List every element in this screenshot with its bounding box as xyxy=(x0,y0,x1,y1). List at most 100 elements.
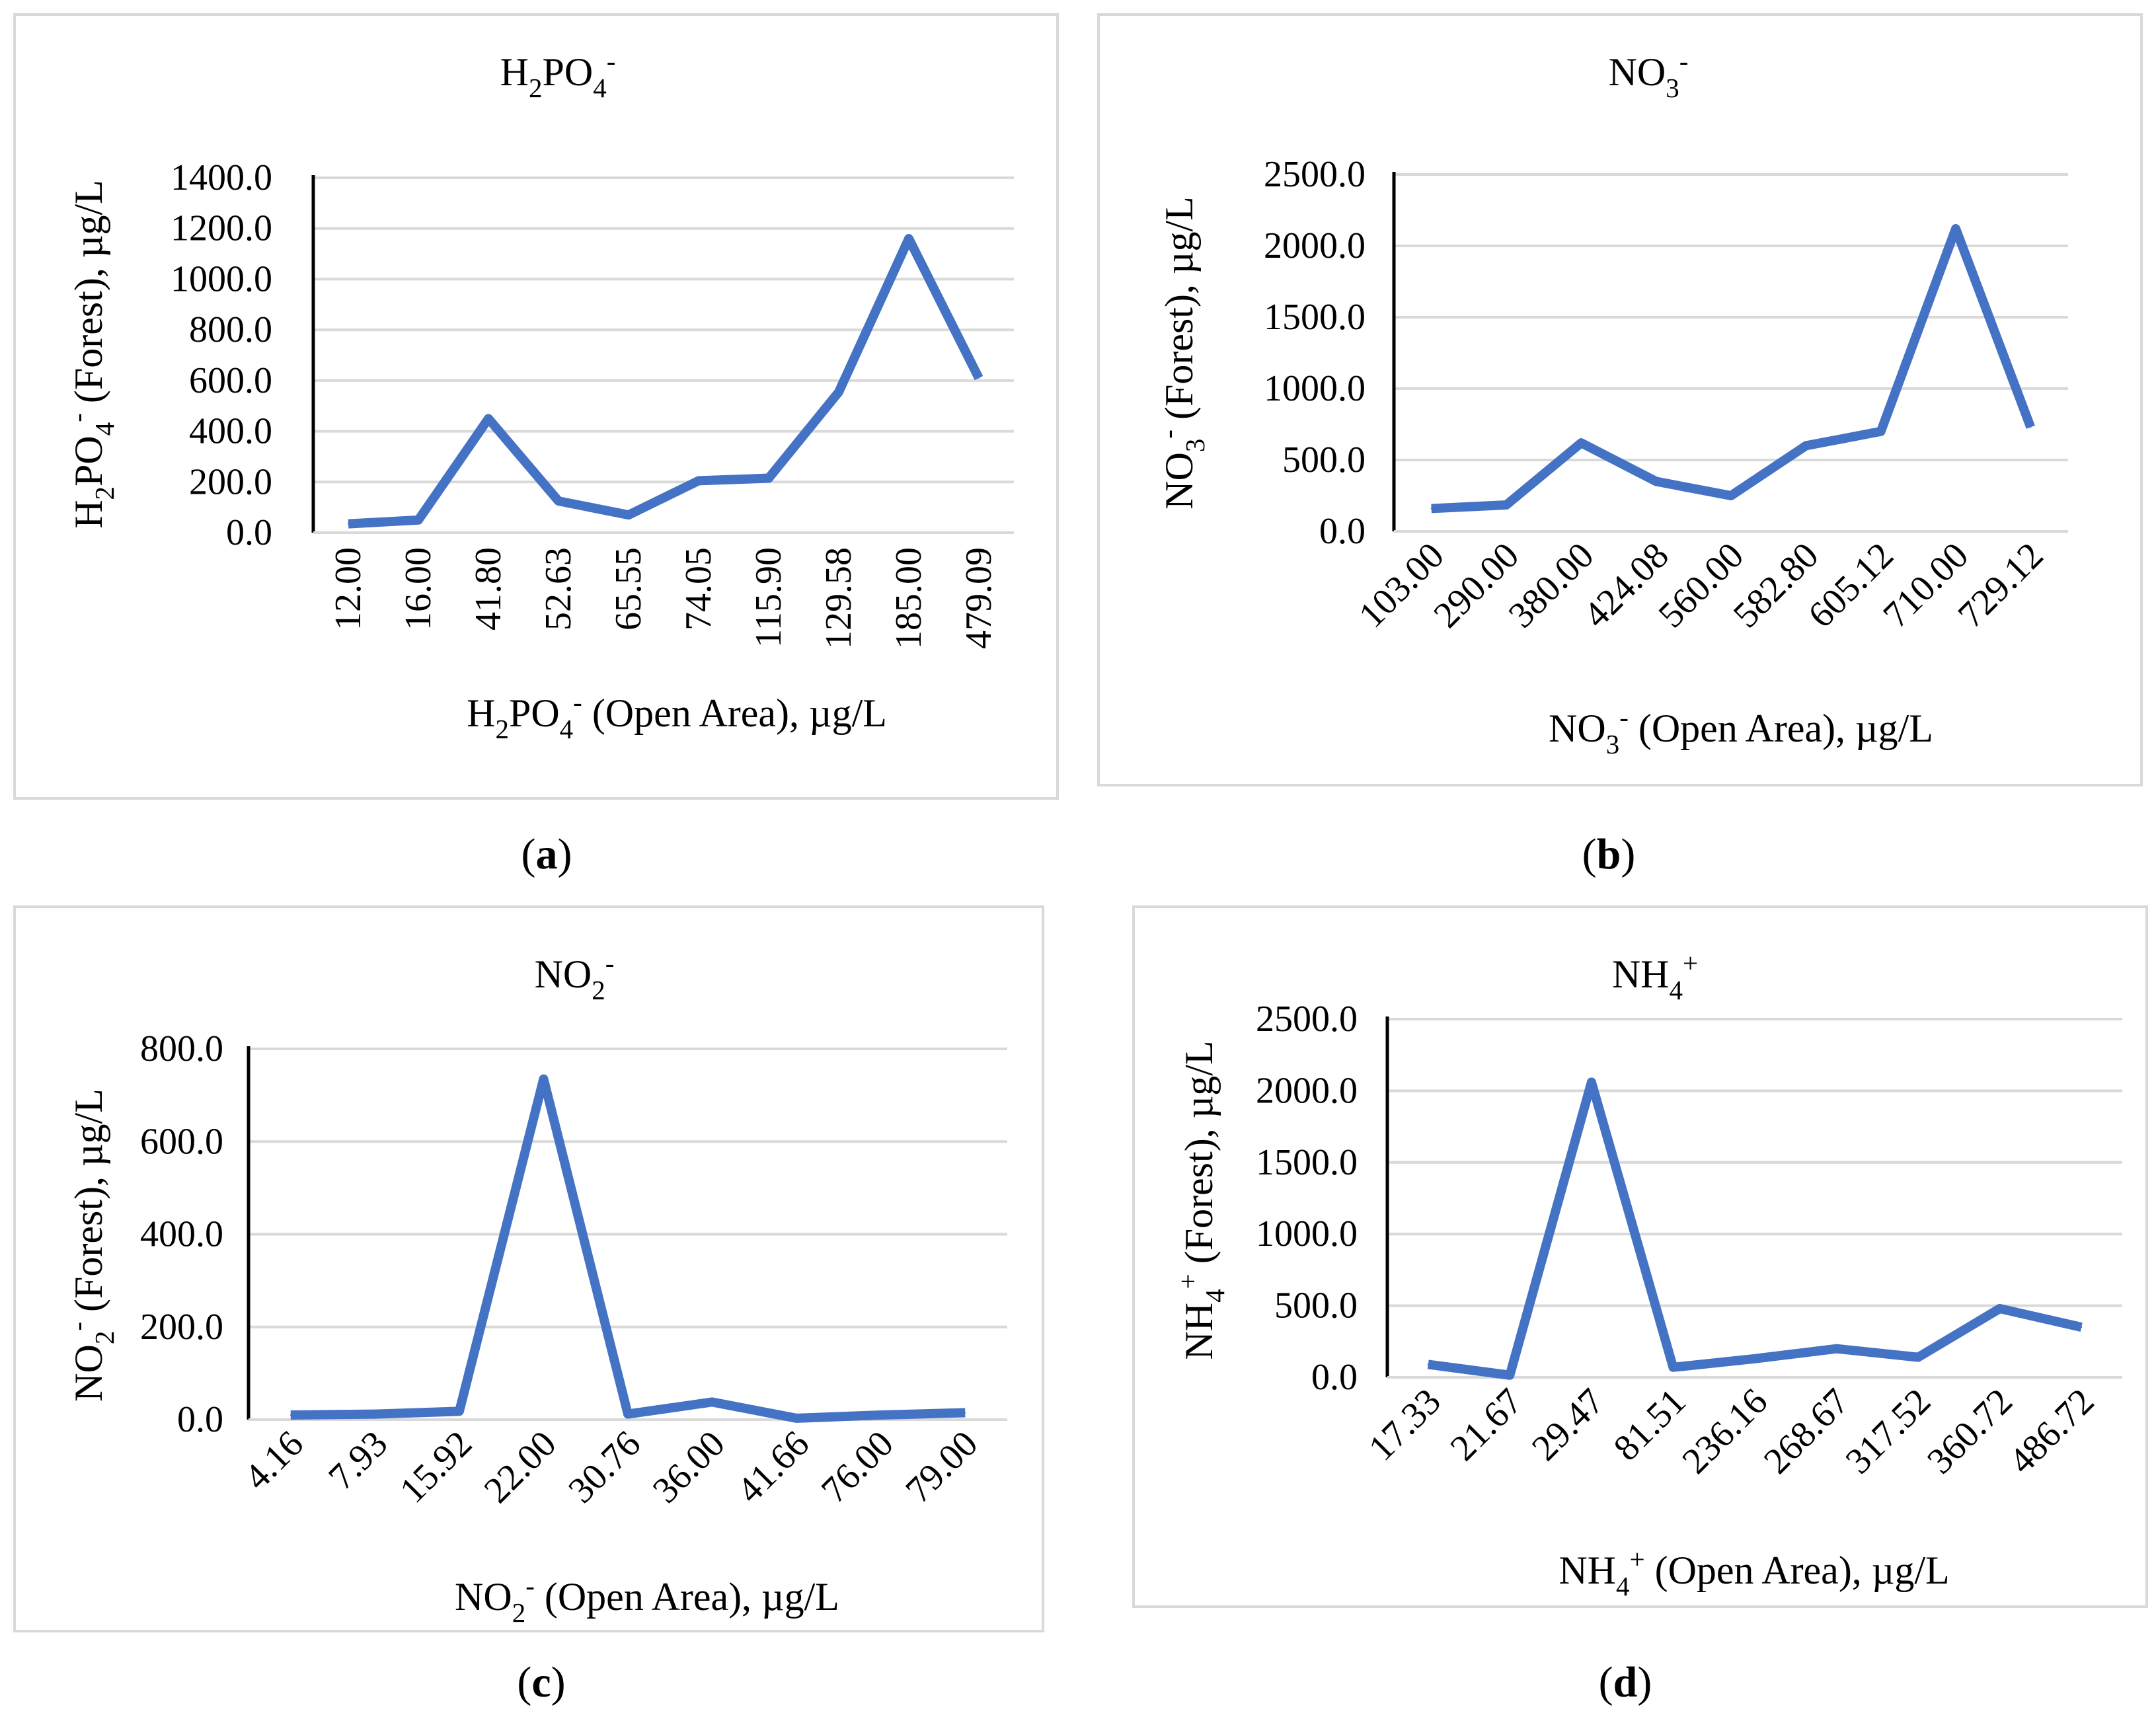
chart-b-data-point xyxy=(1880,430,1882,432)
chart-d-title: NH4​+​ xyxy=(1612,948,1698,1005)
chart-d-ylabel-rest: (Forest), µg/L xyxy=(1177,1040,1221,1274)
caption-a: (a) xyxy=(521,830,572,878)
chart-a-title-mid: PO xyxy=(542,50,593,94)
chart-a-data-point xyxy=(768,477,769,479)
chart-b-data-point xyxy=(1580,442,1582,444)
chart-a-series-line xyxy=(348,234,983,529)
chart-a-ylabel-base: H xyxy=(67,500,110,528)
chart-b-ytick-label: 500.0 xyxy=(1282,440,1366,480)
chart-a-xtick-label: 16.00 xyxy=(398,547,439,631)
chart-b-xtick-label: 605.12 xyxy=(1800,535,1902,636)
caption-d-letter: d xyxy=(1613,1658,1638,1706)
chart-b-ytick-label: 0.0 xyxy=(1319,511,1366,552)
chart-a-ylabel-mid: PO xyxy=(67,436,110,486)
chart-a-data-point xyxy=(488,418,489,420)
chart-d-ylabel-base: NH xyxy=(1177,1303,1221,1360)
chart-a-xlabel-mid: PO xyxy=(509,691,560,735)
chart-c-ytick-label: 0.0 xyxy=(177,1399,223,1440)
chart-d-data-point xyxy=(1427,1363,1429,1365)
chart-a-data-point xyxy=(908,238,909,240)
chart-d-xtick-label: 360.72 xyxy=(1919,1381,2021,1482)
chart-a-xtick-label: 41.80 xyxy=(468,547,509,631)
chart-a-xlabel: H2​PO4​-​ (Open Area), µg/L xyxy=(467,687,887,744)
chart-c-data-point xyxy=(880,1414,882,1416)
chart-a-ylabel-sup: - xyxy=(62,413,93,422)
chart-a-data-point xyxy=(418,519,419,521)
chart-c-xlabel-sup: - xyxy=(525,1570,535,1601)
chart-c-ylabel: NO2​-​ (Forest), µg/L xyxy=(62,1089,120,1402)
chart-d-ytick-label: 2500.0 xyxy=(1256,999,1358,1040)
chart-d-svg: 0.0 500.0 1000.0 1500.0 2000.0 2500.0 17.3321.… xyxy=(1173,948,2122,1601)
chart-b-xlabel-sub: 3 xyxy=(1606,729,1620,759)
chart-b-xtick-label: 290.00 xyxy=(1426,535,1527,636)
chart-c-title-base: NO xyxy=(535,952,592,996)
chart-c-ytick-label: 600.0 xyxy=(140,1121,223,1162)
chart-a-ylabel: H2​PO4​-​ (Forest), µg/L xyxy=(62,180,120,529)
chart-b-ytick-label: 1000.0 xyxy=(1264,368,1366,409)
chart-b-ylabel-sub: 3 xyxy=(1180,439,1210,453)
chart-a-xtick-label: 12.00 xyxy=(328,547,369,631)
chart-b-data-point xyxy=(1430,508,1432,510)
chart-panel-a: 0.0 200.0 400.0 600.0 800.0 1000.0 1200.0 1400.… xyxy=(13,13,1059,800)
chart-d-xlabel-sup: + xyxy=(1629,1544,1644,1574)
chart-c-title-sup: - xyxy=(605,948,615,978)
chart-b-xtick-label: 103.00 xyxy=(1351,535,1452,636)
chart-c-ylabel-rest: (Forest), µg/L xyxy=(67,1089,110,1322)
chart-c-data-point xyxy=(458,1410,460,1412)
chart-a-ylabel-sub2: 4 xyxy=(89,422,120,436)
chart-a-ytick-label: 400.0 xyxy=(189,411,272,452)
chart-c-ylabel-sup: - xyxy=(62,1322,93,1331)
chart-panel-d: 0.0 500.0 1000.0 1500.0 2000.0 2500.0 17.33 21.… xyxy=(1132,905,2148,1608)
chart-c-xtick-label: 15.92 xyxy=(392,1423,480,1511)
chart-a-xlabel-rest: (Open Area), µg/L xyxy=(582,691,887,735)
chart-a-ytick-label: 0.0 xyxy=(226,512,272,553)
chart-d-xlabel-sub: 4 xyxy=(1616,1571,1630,1601)
chart-a-title: H2​PO4​-​ xyxy=(500,46,616,103)
chart-d-ytick-label: 500.0 xyxy=(1274,1285,1358,1326)
chart-c-xlabel-sub: 2 xyxy=(512,1597,526,1628)
chart-b-ylabel-rest: (Forest), µg/L xyxy=(1157,196,1201,430)
chart-a-ytick-label: 600.0 xyxy=(189,360,272,401)
chart-a-ytick-label: 1200.0 xyxy=(171,208,272,249)
chart-c-data-point xyxy=(543,1078,545,1080)
chart-panel-c: 0.0 200.0 400.0 600.0 800.0 4.16 7.93 15.92 22.0… xyxy=(13,905,1044,1632)
chart-d-data-point xyxy=(1590,1081,1592,1083)
chart-a-xtick-label: 52.63 xyxy=(538,547,579,631)
chart-d-xtick-label: 29.47 xyxy=(1524,1381,1612,1469)
chart-panel-b: 0.0 500.0 1000.0 1500.0 2000.0 2500.0 103.00 29… xyxy=(1097,13,2143,786)
chart-d-xlabel-base: NH xyxy=(1559,1549,1616,1592)
chart-c-data-point xyxy=(796,1417,798,1419)
chart-a-title-base: H xyxy=(500,50,529,94)
chart-c-ylabel-base: NO xyxy=(67,1344,110,1402)
chart-b-ylabel-base: NO xyxy=(1157,452,1201,510)
chart-b-ylabel: NO3​-​ (Forest), µg/L xyxy=(1153,196,1210,510)
chart-b-data-point xyxy=(1805,445,1807,447)
chart-b-data-point xyxy=(2030,426,2032,428)
chart-a-title-sub: 2 xyxy=(529,73,543,103)
chart-b-xlabel-base: NO xyxy=(1549,707,1606,750)
chart-a-ylabel-sub: 2 xyxy=(89,486,120,500)
chart-c-series-line xyxy=(290,1074,966,1423)
chart-a-data-point xyxy=(978,377,980,379)
chart-a-ylabel-rest: (Forest), µg/L xyxy=(67,180,110,413)
chart-a-xlabel-base: H xyxy=(467,691,495,735)
caption-a-letter: a xyxy=(535,830,558,878)
chart-a-ytick-label: 800.0 xyxy=(189,309,272,350)
chart-d-data-point xyxy=(1999,1307,2001,1309)
chart-d-ytick-label: 1500.0 xyxy=(1256,1142,1358,1183)
chart-b-ytick-label: 2000.0 xyxy=(1264,225,1366,266)
chart-a-data-point xyxy=(698,480,699,482)
chart-b-ylabel-sup: - xyxy=(1153,430,1183,439)
chart-b-data-point xyxy=(1730,495,1732,496)
chart-a-ytick-label: 200.0 xyxy=(189,461,272,502)
chart-b-xlabel-rest: (Open Area), µg/L xyxy=(1629,707,1933,750)
chart-b-data-point xyxy=(1655,480,1657,482)
chart-d-title-sup: + xyxy=(1683,948,1698,978)
chart-a-xtick-label: 129.58 xyxy=(818,547,859,649)
chart-d-title-base: NH xyxy=(1612,952,1670,996)
chart-b-data-point xyxy=(1955,228,1956,230)
caption-d: (d) xyxy=(1598,1658,1652,1706)
chart-b-ytick-label: 2500.0 xyxy=(1264,154,1366,195)
chart-d-xtick-label: 486.72 xyxy=(2001,1381,2102,1482)
chart-c-xtick-label: 4.16 xyxy=(237,1423,311,1498)
